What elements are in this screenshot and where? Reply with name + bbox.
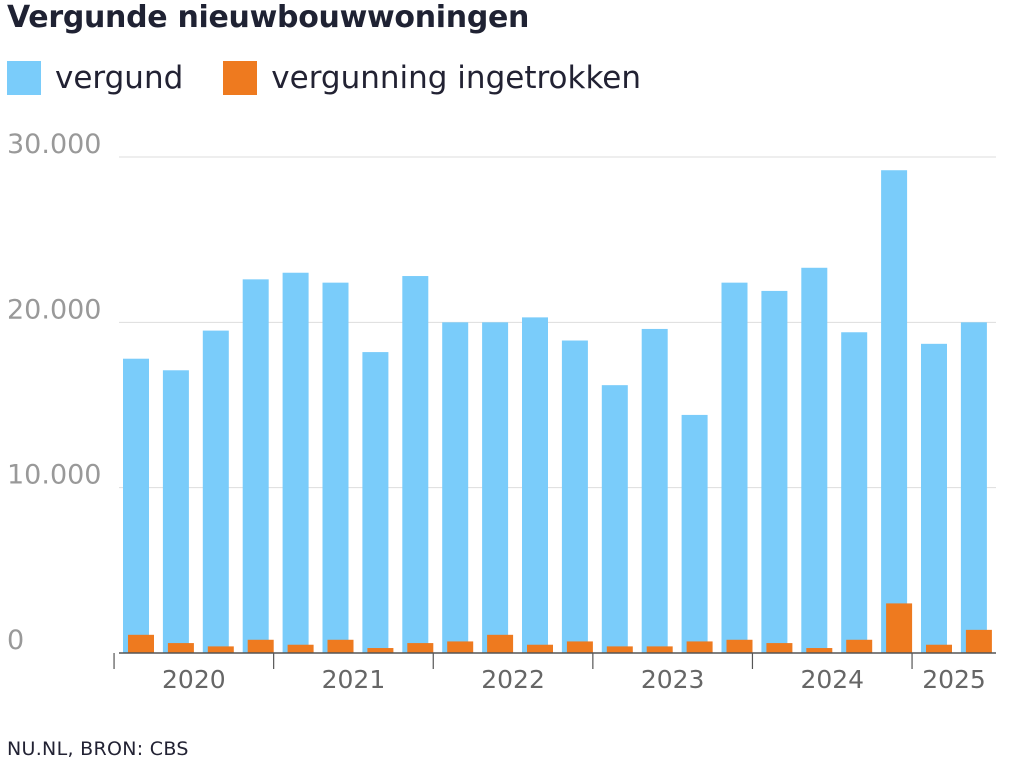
y-tick-label: 0 — [7, 625, 24, 656]
bar-ingetrokken — [965, 629, 992, 653]
bar-ingetrokken — [167, 643, 194, 653]
bar-vergund — [641, 328, 668, 653]
bar-ingetrokken — [846, 639, 873, 653]
bar-vergund — [960, 322, 987, 653]
bar-ingetrokken — [447, 641, 474, 653]
bar-vergund — [921, 343, 947, 653]
y-tick-label: 10.000 — [7, 460, 101, 491]
bar-vergund — [881, 170, 908, 653]
legend-label-vergund: vergund — [55, 60, 184, 96]
bar-ingetrokken — [327, 639, 354, 653]
bar-vergund — [841, 332, 868, 653]
bar-vergund — [522, 317, 548, 653]
bar-ingetrokken — [407, 643, 434, 653]
bar-vergund — [322, 282, 349, 653]
x-year-label: 2023 — [641, 665, 705, 694]
legend-swatch-vergund — [7, 61, 41, 95]
chart-title: Vergunde nieuwbouwwoningen — [7, 0, 530, 35]
bar-ingetrokken — [287, 644, 314, 653]
y-tick-label: 20.000 — [7, 294, 101, 325]
bar-ingetrokken — [207, 646, 234, 653]
bar-vergund — [282, 272, 309, 653]
source-credit: NU.NL, BRON: CBS — [7, 738, 189, 760]
bar-ingetrokken — [247, 639, 274, 653]
bar-ingetrokken — [367, 648, 394, 653]
bar-ingetrokken — [527, 644, 553, 653]
chart-legend: vergund vergunning ingetrokken — [7, 58, 681, 98]
bar-ingetrokken — [128, 634, 154, 653]
x-year-label: 2025 — [922, 665, 986, 694]
bar-ingetrokken — [806, 648, 833, 653]
bar-vergund — [362, 352, 389, 653]
bar-ingetrokken — [566, 641, 593, 653]
bar-ingetrokken — [487, 634, 514, 653]
bar-vergund — [402, 276, 429, 653]
bar-vergund — [482, 322, 509, 653]
legend-label-ingetrokken: vergunning ingetrokken — [271, 60, 642, 96]
bar-vergund — [561, 340, 588, 653]
bar-ingetrokken — [686, 641, 713, 653]
bar-vergund — [761, 290, 788, 653]
y-tick-label: 30.000 — [7, 129, 101, 160]
legend-item-vergund: vergund — [7, 60, 183, 96]
bar-ingetrokken — [766, 643, 793, 653]
legend-item-ingetrokken: vergunning ingetrokken — [223, 60, 641, 96]
bar-vergund — [801, 267, 828, 653]
bar-ingetrokken — [886, 603, 913, 653]
bar-vergund — [721, 282, 748, 653]
x-year-label: 2020 — [162, 665, 226, 694]
bar-vergund — [123, 358, 149, 653]
bar-ingetrokken — [646, 646, 673, 653]
x-year-label: 2024 — [800, 665, 864, 694]
bar-vergund — [202, 330, 229, 653]
bar-vergund — [442, 322, 469, 653]
bar-vergund — [681, 414, 708, 653]
x-year-label: 2022 — [481, 665, 545, 694]
bar-ingetrokken — [926, 644, 952, 653]
bar-vergund — [601, 385, 628, 653]
bar-vergund — [242, 279, 269, 653]
bar-vergund — [162, 370, 189, 653]
legend-swatch-ingetrokken — [223, 61, 258, 95]
bar-ingetrokken — [606, 646, 633, 653]
x-year-label: 2021 — [322, 665, 386, 694]
bar-ingetrokken — [726, 639, 753, 653]
